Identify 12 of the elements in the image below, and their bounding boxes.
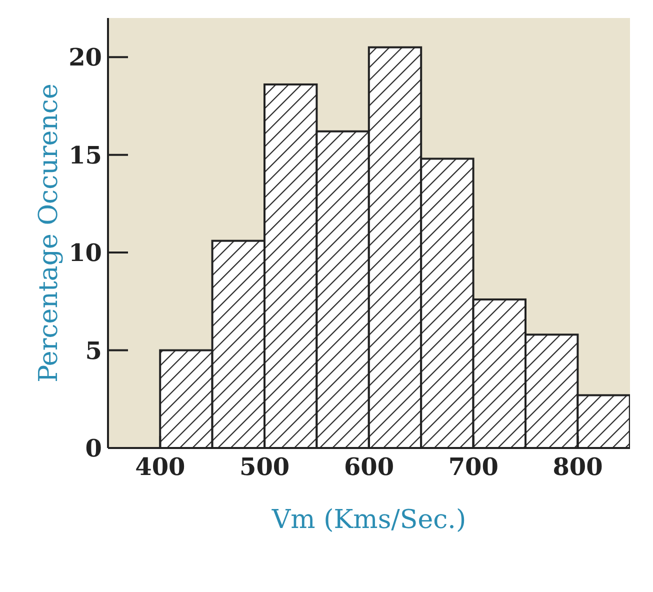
y-tick-label: 15 <box>68 140 102 170</box>
x-tick-label: 800 <box>552 452 603 482</box>
x-axis-title: Vm (Kms/Sec.) <box>270 505 466 535</box>
y-tick-label: 20 <box>68 42 102 72</box>
x-tick-label: 600 <box>344 452 394 482</box>
y-axis-title: Percentage Occurence <box>34 84 64 382</box>
x-tick-label: 700 <box>448 452 498 482</box>
y-tick-label: 5 <box>85 336 102 365</box>
y-tick-label: 0 <box>85 434 102 463</box>
y-tick-label: 10 <box>68 238 102 268</box>
x-tick-label: 500 <box>240 452 290 482</box>
x-tick-label: 400 <box>135 452 186 482</box>
